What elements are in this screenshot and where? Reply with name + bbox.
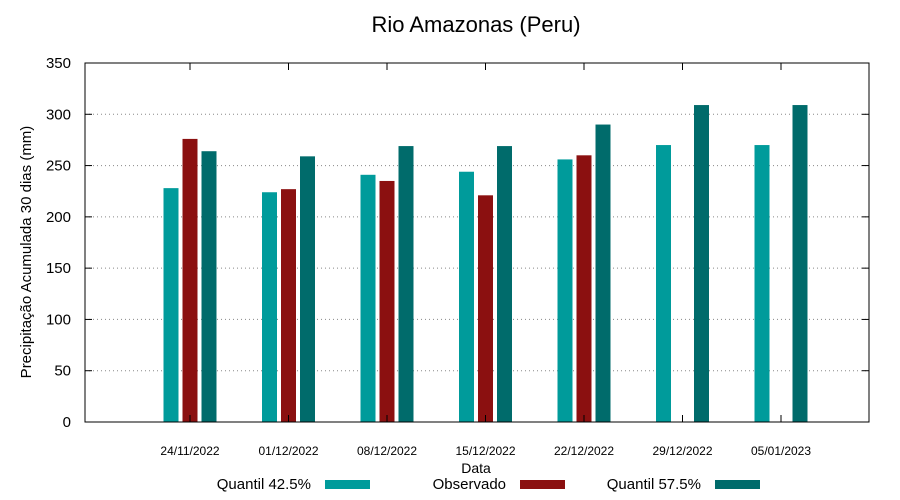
- legend-label: Quantil 42.5%: [217, 476, 311, 493]
- legend: Quantil 42.5% Observado Quantil 57.5%: [217, 476, 760, 493]
- y-tick-label: 150: [46, 260, 71, 277]
- bar-quantil-42-5: [360, 174, 376, 422]
- bar-quantil-57-5: [300, 156, 315, 422]
- x-tick-label: 05/01/2023: [751, 444, 811, 458]
- bar-quantil-42-5: [262, 192, 277, 422]
- y-axis-label: Precipitação Acumulada 30 dias (mm): [18, 126, 35, 379]
- bar-observado: [182, 138, 198, 422]
- bar-quantil-42-5: [754, 145, 770, 423]
- bar-observado: [478, 195, 493, 422]
- x-tick-label: 08/12/2022: [357, 444, 417, 458]
- x-tick-label: 24/11/2022: [160, 444, 219, 458]
- bar-quantil-42-5: [459, 171, 474, 422]
- x-tick-label: 01/12/2022: [258, 444, 318, 458]
- bar-quantil-42-5: [557, 159, 573, 422]
- plot-frame: [84, 62, 870, 423]
- x-axis-label: Data: [461, 460, 491, 476]
- x-axis: 24/11/2022 01/12/2022 08/12/2022 15/12/2022…: [160, 63, 811, 458]
- bar-quantil-57-5: [792, 105, 808, 422]
- bars: [163, 105, 808, 423]
- y-tick-label: 350: [46, 55, 71, 72]
- bar-quantil-57-5: [398, 146, 414, 422]
- grid-lines: [85, 113, 869, 372]
- x-tick-label: 22/12/2022: [554, 444, 614, 458]
- legend-swatch: [715, 480, 760, 489]
- bar-observado: [576, 155, 592, 423]
- legend-label: Quantil 57.5%: [607, 476, 701, 493]
- legend-swatch: [520, 480, 565, 489]
- y-tick-label: 0: [63, 414, 71, 431]
- y-tick-label: 250: [46, 158, 71, 175]
- y-axis: 0 50 100 150 200 250 300 350: [46, 55, 869, 431]
- bar-quantil-57-5: [595, 124, 611, 423]
- bar-observado: [379, 180, 395, 422]
- bar-quantil-57-5: [497, 146, 512, 422]
- x-tick-label: 29/12/2022: [652, 444, 712, 458]
- x-tick-label: 15/12/2022: [455, 444, 515, 458]
- chart-title: Rio Amazonas (Peru): [371, 12, 580, 37]
- y-tick-label: 300: [46, 106, 71, 123]
- y-tick-label: 100: [46, 311, 71, 328]
- legend-swatch: [325, 480, 370, 489]
- bar-observado: [281, 189, 296, 422]
- legend-label: Observado: [433, 476, 506, 493]
- bar-quantil-42-5: [163, 188, 179, 422]
- bar-quantil-57-5: [694, 105, 709, 422]
- y-tick-label: 50: [54, 363, 71, 380]
- bar-quantil-57-5: [201, 151, 217, 422]
- y-tick-label: 200: [46, 209, 71, 226]
- bar-quantil-42-5: [656, 145, 671, 423]
